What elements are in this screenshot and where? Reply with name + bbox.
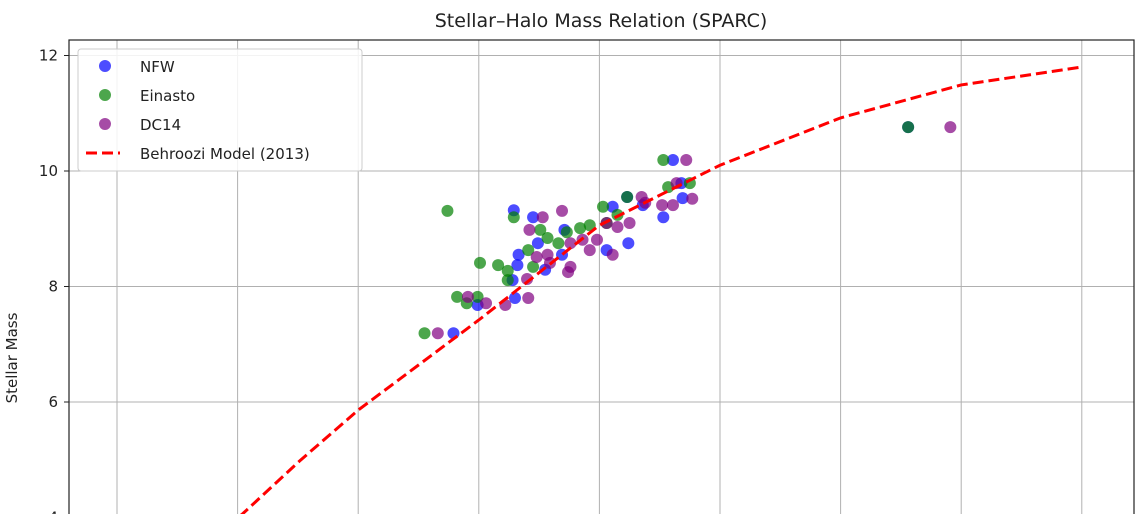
dc14-point: [536, 211, 549, 224]
einasto-point: [541, 231, 554, 244]
dc14-point: [606, 248, 619, 261]
nfw-point: [512, 248, 525, 261]
legend-marker: [99, 118, 111, 130]
dc14-point: [686, 192, 699, 205]
dc14-point: [680, 154, 693, 167]
nfw-point: [508, 292, 521, 305]
einasto-point: [902, 121, 915, 134]
nfw-point: [666, 154, 679, 167]
nfw-point: [676, 192, 689, 205]
dc14-point: [521, 272, 534, 285]
y-tick-label: 8: [48, 278, 58, 296]
dc14-point: [461, 290, 474, 303]
einasto-point: [560, 226, 573, 239]
behroozi-model-line: [234, 65, 1083, 518]
dc14-point: [556, 204, 569, 217]
nfw-point: [527, 211, 540, 224]
einasto-point: [501, 264, 514, 277]
dc14-point: [666, 199, 679, 212]
dc14-point: [656, 199, 669, 212]
chart-title: Stellar–Halo Mass Relation (SPARC): [435, 10, 768, 32]
einasto-point: [522, 244, 535, 257]
legend-marker: [99, 89, 111, 101]
dc14-point: [530, 251, 543, 264]
legend-label: NFW: [140, 58, 175, 76]
legend-label: DC14: [140, 116, 181, 134]
einasto-point: [574, 222, 587, 235]
nfw-point: [622, 237, 635, 250]
legend-label: Behroozi Model (2013): [140, 145, 310, 163]
einasto-point: [441, 204, 454, 217]
dc14-point: [590, 233, 603, 246]
legend-label: Einasto: [140, 87, 195, 105]
dc14-point: [623, 216, 636, 229]
einasto-point: [471, 290, 484, 303]
einasto-point: [492, 259, 505, 272]
dc14-point: [431, 327, 444, 340]
einasto-point: [583, 219, 596, 232]
nfw-point: [531, 237, 544, 250]
dc14-point: [611, 221, 624, 234]
dc14-point: [562, 266, 575, 279]
y-ticks: 12 10 8 6 4: [39, 47, 69, 518]
y-tick-label: 4: [48, 509, 58, 515]
plot-marks: [234, 65, 1083, 518]
einasto-point: [534, 223, 547, 236]
legend-marker: [99, 60, 111, 72]
einasto-point: [451, 290, 464, 303]
legend-box: [77, 48, 363, 172]
nfw-point: [657, 211, 670, 224]
einasto-point: [501, 274, 514, 287]
dc14-point: [583, 244, 596, 257]
einasto-point: [527, 260, 540, 273]
dc14-point: [944, 121, 957, 134]
dc14-point: [522, 292, 535, 305]
y-tick-label: 10: [39, 162, 58, 180]
legend: NFW Einasto DC14 Behroozi Model (2013): [77, 48, 363, 172]
einasto-point: [621, 190, 634, 203]
dc14-point: [480, 297, 493, 310]
einasto-point: [418, 327, 431, 340]
einasto-point: [474, 256, 487, 269]
einasto-point: [657, 154, 670, 167]
y-axis-label: Stellar Mass: [3, 312, 21, 403]
einasto-point: [507, 211, 520, 224]
nfw-point: [511, 259, 524, 272]
y-tick-label: 12: [39, 47, 58, 65]
dc14-point: [564, 237, 577, 250]
dc14-point: [523, 223, 536, 236]
einasto-point: [597, 200, 610, 213]
einasto-point: [552, 237, 565, 250]
y-tick-label: 6: [48, 393, 58, 411]
axes-frame: [68, 39, 1135, 518]
